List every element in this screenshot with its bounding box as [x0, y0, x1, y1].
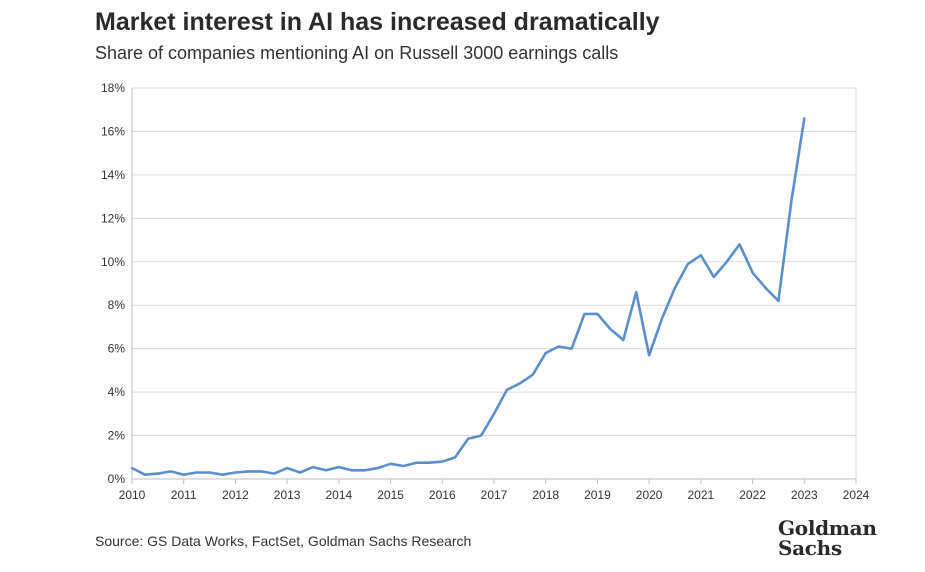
x-tick-label: 2014 — [326, 488, 353, 502]
x-tick-label: 2013 — [274, 488, 301, 502]
source-note: Source: GS Data Works, FactSet, Goldman … — [95, 533, 472, 549]
x-tick-label: 2022 — [739, 488, 766, 502]
x-tick-label: 2020 — [636, 488, 663, 502]
logo-line-2: Sachs — [778, 536, 842, 560]
y-tick-label: 14% — [101, 168, 125, 182]
x-tick-label: 2021 — [688, 488, 715, 502]
x-tick-label: 2011 — [171, 488, 197, 502]
data-series — [130, 117, 806, 477]
x-axis-tick-labels: 2010 2011 2012 2013 2014 2015 2016 2017 2018 2019… — [119, 479, 870, 502]
x-tick-label: 2012 — [222, 488, 249, 502]
x-tick-label: 2017 — [481, 488, 508, 502]
series-line — [130, 117, 806, 477]
chart-title: Market interest in AI has increased dram… — [95, 8, 660, 36]
y-tick-label: 6% — [108, 342, 126, 356]
y-tick-label: 10% — [101, 255, 125, 269]
y-tick-label: 2% — [108, 429, 126, 443]
x-tick-label: 2018 — [532, 488, 559, 502]
gridlines — [131, 87, 857, 480]
goldman-sachs-logo: Goldman Sachs — [778, 518, 878, 558]
y-tick-label: 16% — [101, 124, 125, 138]
x-tick-label: 2015 — [377, 488, 404, 502]
x-tick-label: 2023 — [791, 488, 818, 502]
y-tick-label: 18% — [101, 81, 125, 95]
y-tick-label: 8% — [108, 298, 126, 312]
y-tick-label: 4% — [108, 385, 126, 399]
y-tick-label: 12% — [101, 211, 125, 225]
chart-subtitle: Share of companies mentioning AI on Russ… — [95, 43, 619, 63]
logo-line-1: Goldman — [778, 516, 877, 540]
y-axis-tick-labels: 0% 2% 4% 6% 8% 10% 12% 14% 16% 18% — [101, 81, 125, 486]
x-tick-label: 2016 — [429, 488, 456, 502]
y-tick-label: 0% — [108, 472, 126, 486]
x-tick-label: 2019 — [584, 488, 611, 502]
x-tick-label: 2010 — [119, 488, 146, 502]
x-tick-label: 2024 — [843, 488, 870, 502]
